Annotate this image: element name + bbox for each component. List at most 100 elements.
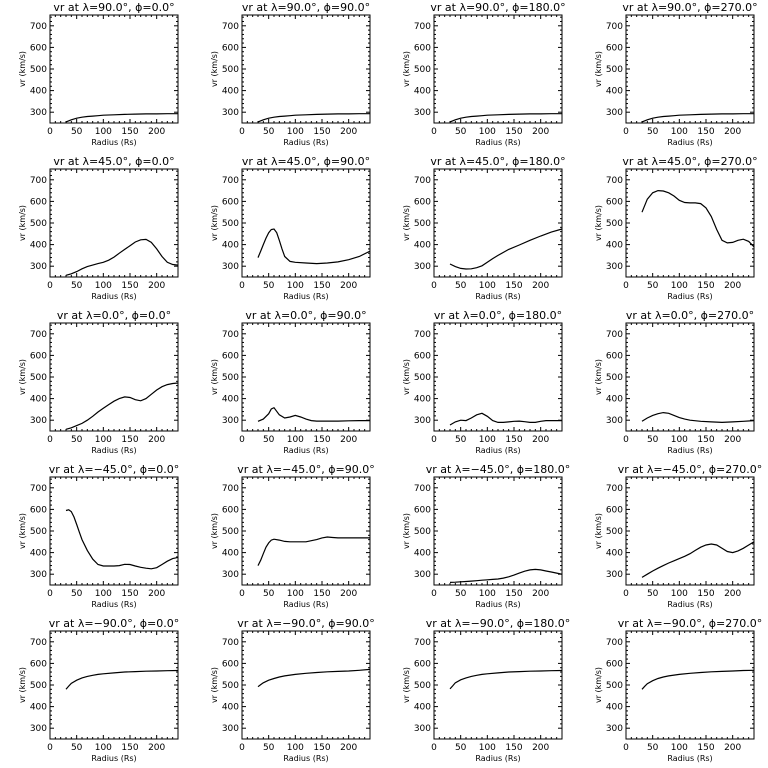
x-tick-label: 150	[313, 127, 330, 137]
y-tick-label: 700	[30, 638, 47, 648]
x-tick-label: 200	[148, 589, 165, 599]
y-tick-label: 400	[414, 549, 431, 559]
x-tick-label: 200	[532, 743, 549, 753]
x-axis-label: Radius (Rs)	[283, 446, 328, 455]
y-tick-label: 400	[414, 703, 431, 713]
chart-panel: vr at λ=0.0°, ϕ=270.0° 0 50 100 150 200 300 400…	[594, 309, 755, 455]
y-tick-label: 400	[30, 549, 47, 559]
y-tick-label: 600	[222, 197, 239, 207]
y-axis-label: vr (km/s)	[402, 667, 411, 703]
y-tick-label: 500	[222, 65, 239, 75]
y-tick-label: 300	[606, 416, 623, 426]
y-tick-label: 500	[606, 527, 623, 537]
x-tick-label: 150	[121, 435, 138, 445]
plot-frame	[625, 476, 755, 586]
y-tick-label: 700	[222, 330, 239, 340]
y-tick-label: 300	[30, 108, 47, 118]
y-tick-label: 500	[30, 681, 47, 691]
chart-panel: vr at λ=90.0°, ϕ=0.0° 0 50 100 150 200 300 400 5…	[18, 1, 179, 147]
y-axis-label: vr (km/s)	[210, 205, 219, 241]
chart-title: vr at λ=−45.0°, ϕ=90.0°	[237, 463, 374, 476]
chart-title: vr at λ=45.0°, ϕ=180.0°	[430, 155, 565, 168]
x-tick-label: 150	[505, 589, 522, 599]
y-axis-label: vr (km/s)	[18, 359, 27, 395]
chart-title: vr at λ=45.0°, ϕ=270.0°	[622, 155, 757, 168]
y-axis-label: vr (km/s)	[402, 51, 411, 87]
y-tick-label: 700	[30, 330, 47, 340]
chart-panel: vr at λ=45.0°, ϕ=0.0° 0 50 100 150 200 300 400 5…	[18, 155, 179, 301]
y-tick-label: 600	[222, 351, 239, 361]
y-tick-label: 700	[414, 176, 431, 186]
x-tick-label: 200	[532, 281, 549, 291]
x-axis-label: Radius (Rs)	[667, 138, 712, 147]
series-line	[65, 113, 178, 123]
y-axis-label: vr (km/s)	[594, 359, 603, 395]
y-axis-label: vr (km/s)	[594, 205, 603, 241]
y-tick-label: 400	[606, 703, 623, 713]
y-tick-label: 600	[30, 197, 47, 207]
series-line	[641, 669, 755, 690]
x-tick-label: 200	[340, 281, 357, 291]
y-tick-label: 600	[30, 659, 47, 669]
y-tick-label: 600	[606, 505, 623, 515]
y-tick-label: 600	[414, 197, 431, 207]
y-tick-label: 400	[222, 395, 239, 405]
chart-panel: vr at λ=−90.0°, ϕ=270.0° 0 50 100 150 200 300 4…	[594, 617, 762, 763]
plot-frame	[433, 322, 563, 432]
x-tick-label: 0	[431, 127, 437, 137]
x-axis-label: Radius (Rs)	[283, 292, 328, 301]
chart-title: vr at λ=0.0°, ϕ=270.0°	[626, 309, 754, 322]
plot-frame	[625, 322, 755, 432]
x-axis-label: Radius (Rs)	[283, 754, 328, 763]
chart-title: vr at λ=−90.0°, ϕ=270.0°	[618, 617, 762, 630]
plot-frame	[433, 14, 563, 124]
y-tick-label: 300	[414, 570, 431, 580]
series-line	[65, 382, 179, 430]
x-axis-label: Radius (Rs)	[475, 600, 520, 609]
chart-title: vr at λ=0.0°, ϕ=180.0°	[434, 309, 562, 322]
series-line	[257, 113, 370, 123]
y-tick-label: 400	[222, 549, 239, 559]
x-axis-label: Radius (Rs)	[91, 446, 136, 455]
y-tick-label: 600	[30, 505, 47, 515]
y-tick-label: 300	[30, 724, 47, 734]
y-tick-label: 500	[30, 65, 47, 75]
x-tick-label: 150	[697, 435, 714, 445]
y-tick-label: 300	[414, 262, 431, 272]
y-tick-label: 700	[414, 638, 431, 648]
x-tick-label: 50	[71, 281, 83, 291]
chart-panel: vr at λ=45.0°, ϕ=270.0° 0 50 100 150 200 300 40…	[594, 155, 758, 301]
series-line	[641, 189, 755, 248]
plot-frame	[49, 476, 179, 586]
x-tick-label: 50	[455, 589, 467, 599]
x-axis-label: Radius (Rs)	[475, 446, 520, 455]
x-tick-label: 200	[340, 589, 357, 599]
x-tick-label: 0	[431, 589, 437, 599]
series-line	[449, 228, 563, 270]
y-tick-label: 400	[30, 703, 47, 713]
series-line	[449, 113, 562, 123]
x-tick-label: 200	[532, 589, 549, 599]
y-tick-label: 600	[414, 659, 431, 669]
series-line	[449, 568, 563, 583]
y-tick-label: 600	[30, 43, 47, 53]
y-tick-label: 300	[414, 108, 431, 118]
x-tick-label: 150	[505, 435, 522, 445]
y-tick-label: 500	[414, 219, 431, 229]
x-axis-label: Radius (Rs)	[667, 446, 712, 455]
y-tick-label: 600	[606, 197, 623, 207]
y-tick-label: 300	[606, 108, 623, 118]
y-tick-label: 700	[414, 484, 431, 494]
chart-panel: vr at λ=−90.0°, ϕ=0.0° 0 50 100 150 200 300 400…	[18, 617, 179, 763]
x-tick-label: 50	[647, 281, 659, 291]
x-tick-label: 0	[623, 127, 629, 137]
x-tick-label: 0	[239, 435, 245, 445]
x-tick-label: 50	[647, 127, 659, 137]
x-tick-label: 0	[239, 127, 245, 137]
y-tick-label: 600	[30, 351, 47, 361]
y-tick-label: 500	[414, 373, 431, 383]
y-tick-label: 400	[222, 703, 239, 713]
y-tick-label: 300	[30, 416, 47, 426]
y-tick-label: 300	[414, 416, 431, 426]
y-tick-label: 300	[414, 724, 431, 734]
